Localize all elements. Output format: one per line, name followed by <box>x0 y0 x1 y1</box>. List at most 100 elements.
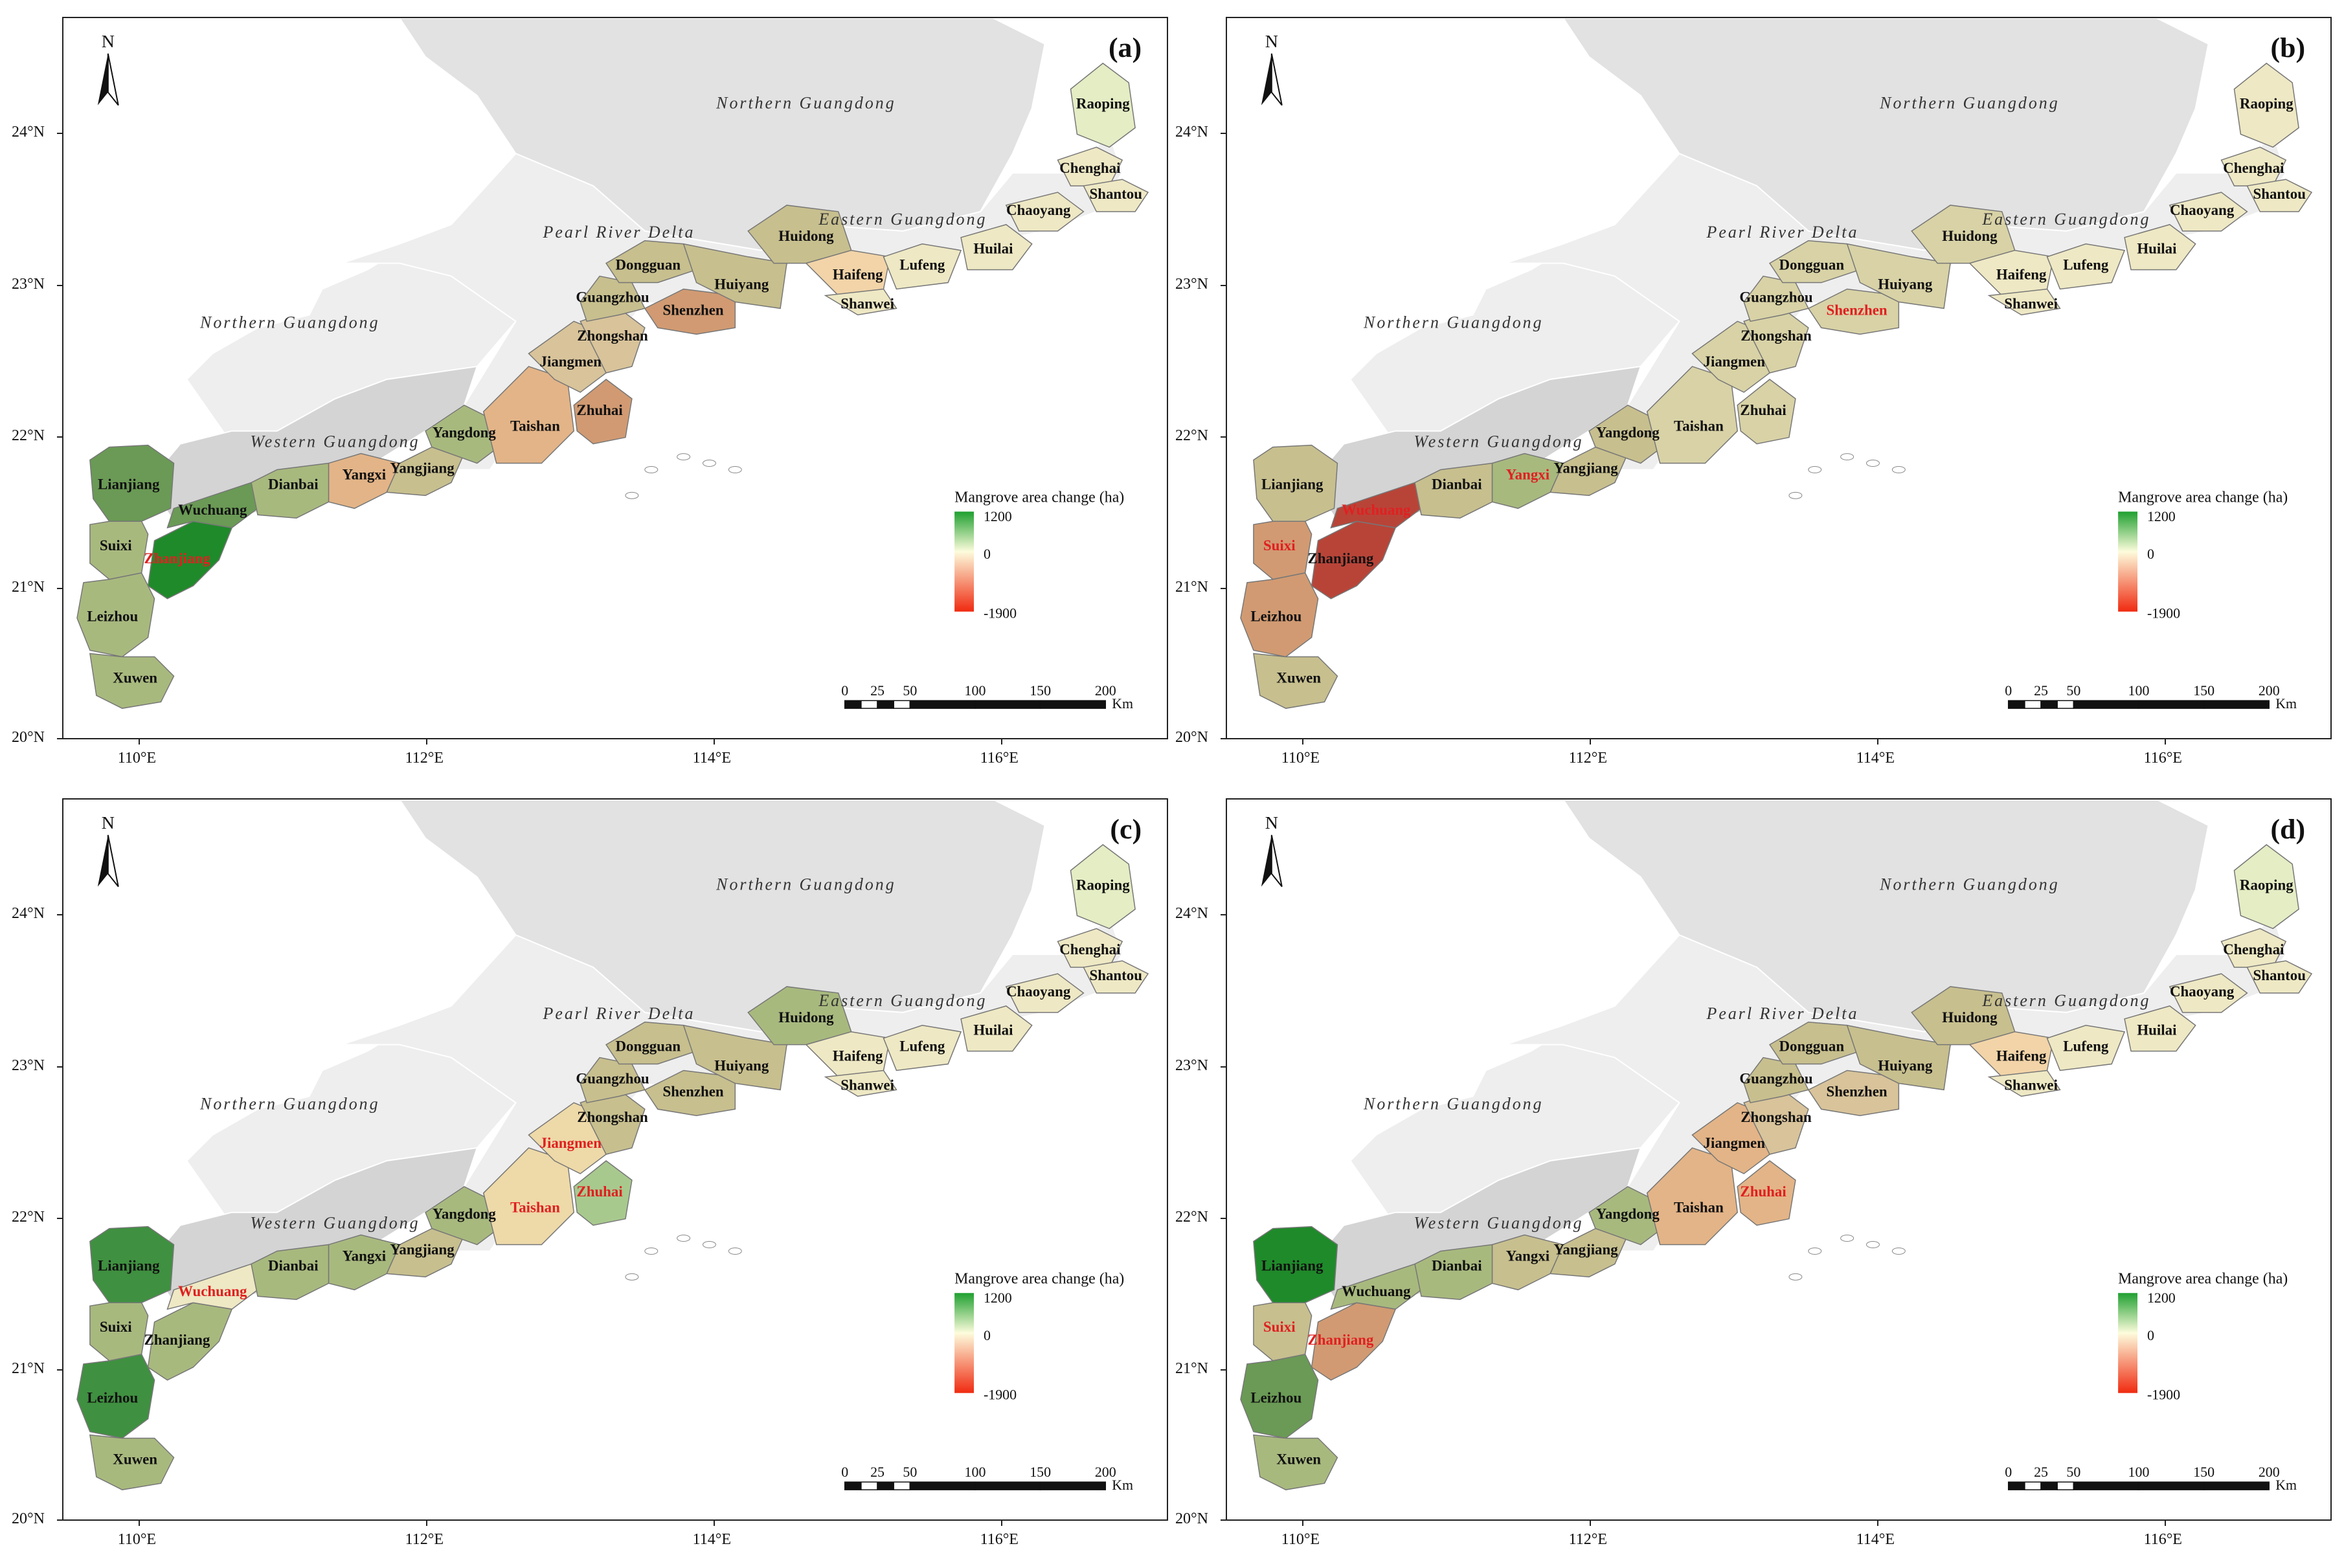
county-label-lianjiang: Lianjiang <box>98 1257 160 1273</box>
scale-segment <box>2007 700 2025 709</box>
legend-min-label: -1900 <box>984 605 1017 622</box>
legend-colorbar <box>2118 511 2138 612</box>
county-label-yangxi: Yangxi <box>1506 466 1550 482</box>
scale-tick-label: 0 <box>841 682 848 699</box>
county-label-yangdong: Yangdong <box>433 425 497 441</box>
scale-segment <box>844 1481 862 1490</box>
county-label-taishan: Taishan <box>1674 1200 1724 1216</box>
lat-tick <box>1221 737 1226 739</box>
county-huilai <box>960 224 1033 271</box>
lat-tick <box>57 914 62 916</box>
county-label-zhuhai: Zhuhai <box>576 1183 623 1200</box>
scale-segment <box>1039 1481 1107 1490</box>
scale-segment <box>893 700 911 709</box>
north-label: N <box>102 813 115 833</box>
county-label-shenzhen: Shenzhen <box>1826 302 1887 318</box>
scale-unit: Km <box>1112 1477 1133 1493</box>
county-label-dianbai: Dianbai <box>268 1257 319 1273</box>
lon-tick-label: 114°E <box>1856 1531 1895 1548</box>
lon-tick <box>138 739 140 745</box>
lon-tick <box>2164 1521 2166 1526</box>
county-label-huilai: Huilai <box>2137 241 2177 257</box>
legend-min-label: -1900 <box>2147 1387 2180 1403</box>
legend-title: Mangrove area change (ha) <box>2118 1270 2288 1287</box>
county-label-yangxi: Yangxi <box>343 466 387 482</box>
county-label-zhuhai: Zhuhai <box>576 402 623 418</box>
county-label-huidong: Huidong <box>778 1009 834 1025</box>
legend-colorbar <box>954 1293 975 1393</box>
county-lufeng <box>2046 243 2126 290</box>
lat-tick <box>1221 284 1226 286</box>
county-chaoyang <box>2169 973 2248 1013</box>
lat-tick <box>1221 587 1226 589</box>
county-chenghai <box>1057 928 1123 968</box>
island-shape <box>703 460 716 467</box>
county-label-shanwei: Shanwei <box>840 295 894 311</box>
county-label-jiangmen: Jiangmen <box>1704 353 1766 370</box>
lon-tick <box>1589 739 1591 745</box>
legend-mid-label: 0 <box>984 546 991 562</box>
county-label-lufeng: Lufeng <box>2063 257 2109 273</box>
lon-tick-label: 116°E <box>2143 750 2182 767</box>
county-label-zhongshan: Zhongshan <box>577 328 648 344</box>
county-xuwen <box>89 653 175 709</box>
county-label-lufeng: Lufeng <box>2063 1038 2109 1055</box>
lat-tick <box>57 1066 62 1068</box>
region-label-northern_top: Northern Guangdong <box>716 875 896 893</box>
county-shenzhen <box>1807 288 1900 335</box>
map-svg: Northern Guangdong Northern Guangdong Pear… <box>76 800 1149 1493</box>
county-label-huidong: Huidong <box>1942 1009 1998 1025</box>
scale-segment <box>893 1481 911 1490</box>
lat-tick <box>1221 1369 1226 1371</box>
island-shape <box>1840 1235 1854 1242</box>
county-label-haifeng: Haifeng <box>833 267 883 283</box>
county-label-xuwen: Xuwen <box>113 669 157 686</box>
county-label-suixi: Suixi <box>100 1319 132 1335</box>
legend-title: Mangrove area change (ha) <box>954 489 1124 506</box>
county-label-huidong: Huidong <box>778 228 834 244</box>
region-label-northern_top: Northern Guangdong <box>716 93 896 112</box>
legend: Mangrove area change (ha) 1200 0 -1900 <box>954 489 1124 622</box>
scale-tick-label: 0 <box>841 1464 848 1480</box>
county-label-leizhou: Leizhou <box>87 1390 138 1406</box>
county-label-huiyang: Huiyang <box>714 276 769 292</box>
county-label-taishan: Taishan <box>1674 418 1724 434</box>
map-svg: Northern Guangdong Northern Guangdong Pear… <box>1240 18 2313 711</box>
county-haifeng <box>805 249 891 297</box>
lat-tick <box>1221 1066 1226 1068</box>
county-label-dianbai: Dianbai <box>268 476 319 492</box>
county-wuchuang <box>1330 1263 1422 1310</box>
county-label-chenghai: Chenghai <box>2223 160 2284 176</box>
lat-tick-label: 21°N <box>1175 1360 1208 1377</box>
region-label-northern_top: Northern Guangdong <box>1879 875 2059 893</box>
lon-tick-label: 110°E <box>117 1531 157 1548</box>
scale-segment <box>2073 700 2139 709</box>
legend-max-label: 1200 <box>2147 508 2176 524</box>
county-huiyang <box>682 1024 787 1091</box>
scale-tick-label: 50 <box>2066 1464 2080 1480</box>
county-label-chaoyang: Chaoyang <box>1006 983 1071 1000</box>
county-label-leizhou: Leizhou <box>1250 1390 1302 1406</box>
county-label-shantou: Shantou <box>2253 967 2306 983</box>
county-label-raoping: Raoping <box>1076 877 1130 893</box>
island-shape <box>1891 466 1906 473</box>
lon-tick-label: 112°E <box>405 750 444 767</box>
county-label-chaoyang: Chaoyang <box>2170 202 2235 218</box>
lat-tick <box>57 436 62 438</box>
region-label-prd: Pearl River Delta <box>543 1004 695 1023</box>
scale-tick-label: 200 <box>2259 682 2280 699</box>
scale-tick-label: 0 <box>2005 682 2012 699</box>
lat-tick-label: 24°N <box>1175 124 1208 141</box>
county-label-zhongshan: Zhongshan <box>1741 328 1812 344</box>
scale-tick-label: 25 <box>2034 1464 2048 1480</box>
lat-tick <box>1221 1519 1226 1521</box>
county-label-zhanjiang: Zhanjiang <box>1308 550 1374 566</box>
county-suixi <box>1253 1302 1313 1361</box>
county-label-zhanjiang: Zhanjiang <box>1308 1332 1374 1348</box>
county-wuchuang <box>1330 482 1422 529</box>
county-huiyang <box>1846 243 1951 309</box>
county-label-dongguan: Dongguan <box>1779 1038 1845 1055</box>
